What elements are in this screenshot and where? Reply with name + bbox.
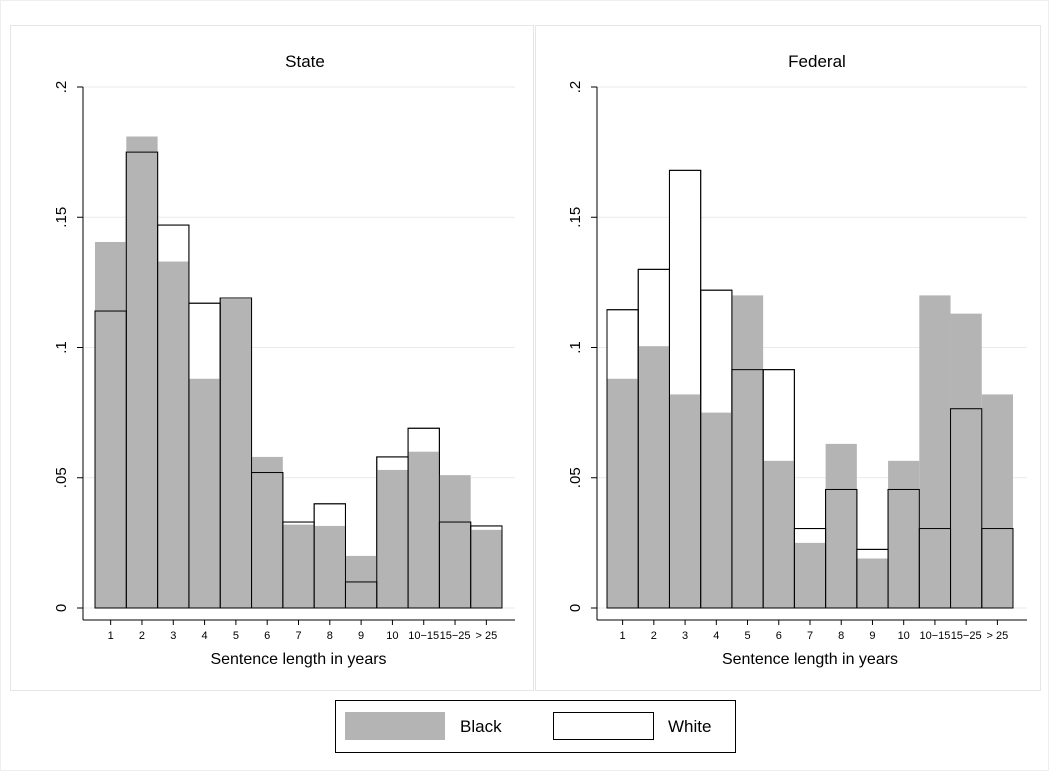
bar bbox=[919, 295, 951, 608]
bar bbox=[314, 525, 346, 608]
x-tick-label: 10 bbox=[898, 630, 910, 642]
bar bbox=[376, 469, 409, 608]
y-tick-label: .15 bbox=[567, 207, 584, 228]
bar bbox=[251, 456, 283, 608]
bar-outline bbox=[407, 427, 440, 609]
y-tick-label: .05 bbox=[567, 467, 584, 488]
y-tick-label: .1 bbox=[567, 341, 584, 354]
bar bbox=[439, 475, 471, 608]
bar bbox=[126, 136, 158, 608]
bar-outline bbox=[313, 503, 346, 609]
y-tick-label: 0 bbox=[53, 604, 70, 612]
x-tick-label: 10−15 bbox=[919, 630, 950, 642]
bar bbox=[638, 346, 670, 608]
x-tick-label: 1 bbox=[108, 630, 114, 642]
bar-outline bbox=[470, 525, 503, 609]
x-tick-label: 5 bbox=[744, 630, 750, 642]
x-tick-label: 1 bbox=[620, 630, 626, 642]
x-tick-label: 4 bbox=[202, 630, 208, 642]
legend-box bbox=[335, 700, 736, 753]
y-tick-label: 0 bbox=[567, 604, 584, 612]
x-tick-label: 3 bbox=[170, 630, 176, 642]
panel-title: Federal bbox=[788, 52, 846, 71]
bar bbox=[888, 460, 920, 608]
bar-outline bbox=[219, 297, 253, 609]
bar-outline bbox=[981, 528, 1014, 609]
x-tick-label: 15−25 bbox=[951, 630, 982, 642]
x-tick-label: 9 bbox=[358, 630, 364, 642]
bar-outline bbox=[762, 369, 795, 609]
panel-frame bbox=[10, 25, 534, 691]
bar bbox=[700, 412, 732, 608]
bar bbox=[282, 524, 315, 608]
x-tick-label: 5 bbox=[233, 630, 239, 642]
bar-outline bbox=[825, 488, 858, 609]
x-tick-label: > 25 bbox=[987, 630, 1009, 642]
x-tick-label: 10 bbox=[386, 630, 398, 642]
x-tick-label: 8 bbox=[327, 630, 333, 642]
bar bbox=[607, 378, 639, 608]
y-tick-label: .15 bbox=[53, 207, 70, 228]
x-tick-label: 7 bbox=[295, 630, 301, 642]
x-tick-label: 3 bbox=[682, 630, 688, 642]
x-axis-title: Sentence length in years bbox=[210, 651, 386, 668]
x-tick-label: 4 bbox=[713, 630, 719, 642]
bar bbox=[408, 451, 440, 608]
x-axis-title: Sentence length in years bbox=[722, 651, 898, 668]
y-tick-label: .1 bbox=[53, 341, 70, 354]
bar bbox=[669, 394, 701, 608]
legend-label: White bbox=[668, 717, 711, 736]
bar bbox=[731, 295, 764, 608]
y-tick-label: .2 bbox=[567, 81, 584, 94]
bar bbox=[794, 542, 826, 608]
legend-swatch bbox=[553, 712, 654, 740]
bar bbox=[825, 443, 857, 608]
panel-frame bbox=[535, 25, 1041, 691]
bar bbox=[95, 241, 127, 608]
bar bbox=[763, 460, 795, 608]
bar bbox=[220, 299, 252, 608]
bar bbox=[950, 313, 982, 608]
y-tick-label: .05 bbox=[53, 467, 70, 488]
x-tick-label: 2 bbox=[139, 630, 145, 642]
x-tick-label: 8 bbox=[838, 630, 844, 642]
bar-outline bbox=[950, 408, 983, 609]
x-tick-label: 7 bbox=[807, 630, 813, 642]
bar bbox=[157, 261, 189, 608]
panel-title: State bbox=[285, 52, 325, 71]
legend-swatch bbox=[345, 712, 445, 740]
x-tick-label: 9 bbox=[869, 630, 875, 642]
x-tick-label: 6 bbox=[776, 630, 782, 642]
legend-label: Black bbox=[460, 717, 502, 736]
x-tick-label: 15−25 bbox=[440, 630, 471, 642]
bar bbox=[856, 558, 889, 608]
x-tick-label: 10−15 bbox=[408, 630, 439, 642]
x-tick-label: 2 bbox=[651, 630, 657, 642]
bar bbox=[188, 378, 221, 608]
bar bbox=[981, 394, 1013, 608]
x-tick-label: > 25 bbox=[475, 630, 497, 642]
x-tick-label: 6 bbox=[264, 630, 270, 642]
y-tick-label: .2 bbox=[53, 81, 70, 94]
bar bbox=[470, 529, 502, 608]
